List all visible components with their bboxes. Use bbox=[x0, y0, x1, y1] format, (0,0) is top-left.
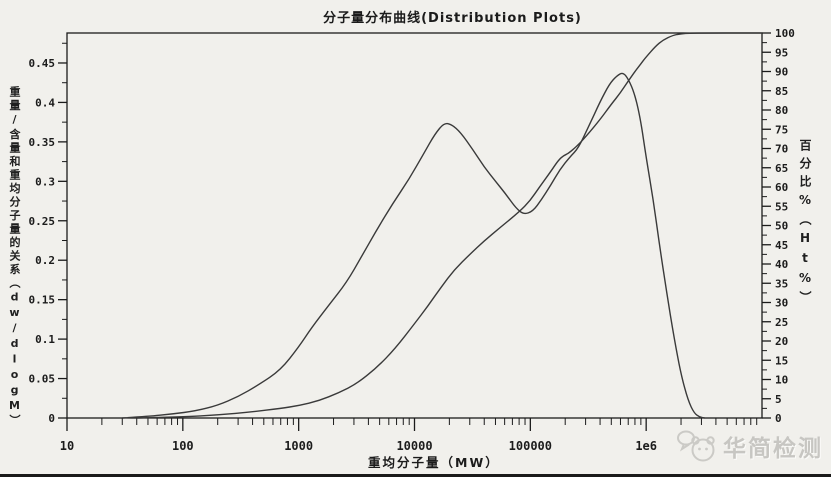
chart-title: 分子量分布曲线(Distribution Plots) bbox=[323, 11, 582, 26]
y-right-tick-label: 80 bbox=[775, 104, 788, 117]
x-tick-label: 10 bbox=[60, 439, 74, 453]
y-right-tick-label: 25 bbox=[775, 316, 788, 329]
bottom-border-line bbox=[0, 474, 831, 477]
y-left-tick-label: 0.4 bbox=[35, 96, 55, 109]
y-axis-right-title: 百分比%（Ht%） bbox=[798, 139, 812, 309]
y-right-tick-label: 60 bbox=[775, 181, 788, 194]
plot-box bbox=[66, 32, 763, 419]
y-left-tick-label: 0.3 bbox=[35, 175, 55, 188]
y-right-tick-label: 10 bbox=[775, 374, 788, 387]
y-right-tick-label: 90 bbox=[775, 66, 788, 79]
y-right-tick-label: 20 bbox=[775, 335, 788, 348]
x-tick-label: 100 bbox=[172, 439, 194, 453]
y-right-tick-label: 0 bbox=[775, 412, 782, 425]
y-right-tick-label: 50 bbox=[775, 220, 788, 233]
watermark: 华简检测 bbox=[676, 427, 823, 465]
y-left-tick-label: 0.15 bbox=[29, 294, 56, 307]
distribution-curve bbox=[122, 72, 705, 419]
watermark-text: 华简检测 bbox=[723, 436, 823, 462]
y-right-tick-label: 95 bbox=[775, 46, 788, 59]
y-right-tick-label: 35 bbox=[775, 277, 788, 290]
y-left-tick-label: 0 bbox=[48, 412, 55, 425]
y-left-tick-label: 0.35 bbox=[29, 136, 56, 149]
y-left-tick-label: 0.2 bbox=[35, 254, 55, 267]
x-axis-title: 重均分子量（MW） bbox=[368, 455, 500, 470]
y-right-tick-label: 75 bbox=[775, 123, 788, 136]
y-right-tick-label: 85 bbox=[775, 85, 788, 98]
x-tick-label: 1000 bbox=[284, 439, 313, 453]
y-left-tick-label: 0.1 bbox=[35, 333, 55, 346]
y-right-tick-label: 65 bbox=[775, 162, 788, 175]
y-right-tick-label: 100 bbox=[775, 27, 795, 40]
x-tick-label: 100000 bbox=[509, 439, 552, 453]
y-right-tick-label: 55 bbox=[775, 200, 788, 213]
y-left-tick-label: 0.05 bbox=[29, 373, 56, 386]
y-left-tick-label: 0.45 bbox=[29, 57, 56, 70]
y-left-tick-label: 0.25 bbox=[29, 215, 56, 228]
x-tick-label: 1e6 bbox=[635, 439, 657, 453]
y-right-tick-label: 30 bbox=[775, 297, 788, 310]
x-tick-label: 10000 bbox=[396, 439, 432, 453]
y-right-tick-label: 45 bbox=[775, 239, 788, 252]
watermark-logo-icon bbox=[677, 430, 715, 462]
y-right-tick-label: 5 bbox=[775, 393, 782, 406]
y-axis-left-title: 重量/含量和重均分子量的关系（dw/dlogM） bbox=[8, 86, 21, 428]
cumulative-curve bbox=[136, 32, 762, 419]
y-right-tick-label: 15 bbox=[775, 354, 788, 367]
y-right-tick-label: 70 bbox=[775, 143, 788, 156]
y-right-tick-label: 40 bbox=[775, 258, 788, 271]
